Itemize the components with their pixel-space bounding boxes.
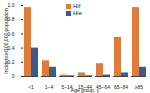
html-text:Hif: Hif	[73, 3, 81, 9]
svg-text:0.8: 0.8	[7, 16, 15, 23]
svg-text:Age group, y: Age group, y	[71, 87, 100, 93]
svg-text:<1: <1	[28, 84, 34, 90]
svg-text:0.4: 0.4	[7, 44, 15, 51]
svg-text:Incidence/100,000 population: Incidence/100,000 population	[3, 8, 9, 74]
svg-text:0.2: 0.2	[7, 58, 15, 65]
html-text:Hie: Hie	[73, 10, 82, 16]
svg-text:0: 0	[12, 73, 15, 79]
svg-text:≥85: ≥85	[135, 84, 144, 90]
svg-text:45–64: 45–64	[96, 84, 110, 91]
svg-text:1–4: 1–4	[45, 84, 54, 90]
svg-text:0.6: 0.6	[7, 30, 15, 37]
svg-text:1.0: 1.0	[8, 2, 15, 8]
svg-text:65–84: 65–84	[114, 84, 128, 90]
svg-text:5–14: 5–14	[61, 84, 73, 91]
